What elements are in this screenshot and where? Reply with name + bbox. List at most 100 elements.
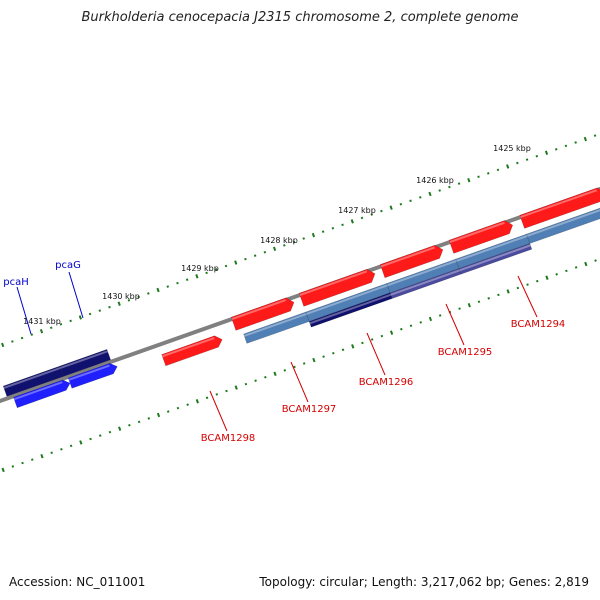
outer-tick-mark [117,301,121,306]
outer-tick-mark [292,240,296,244]
label-leader-lines [16,271,538,432]
outer-tick-mark [311,232,316,238]
inner-tick-mark [565,269,568,273]
outer-tick-mark [516,161,519,165]
cds-bcam1298[interactable] [161,335,223,367]
cds-bcam1294-highlight [449,221,505,243]
inner-tick-mark [400,327,403,331]
inner-tick-mark [361,341,364,345]
gene-pcag-outer[interactable] [59,349,111,377]
inner-tick-mark [516,286,520,290]
feature-band-1293[interactable] [526,205,600,244]
outer-tick-mark [409,199,412,203]
feature-track[interactable] [2,187,600,409]
leader-bcam1297 [290,361,309,403]
feature-band-1296-highlight [306,284,388,315]
gene-pcag-outer-highlight [60,350,108,369]
outer-tick-mark [506,164,510,169]
outer-tick-mark [574,141,577,144]
inner-tick-mark [419,321,423,324]
inner-tick-mark [302,362,306,365]
kbp-label: 1425 kbp [493,144,531,153]
outer-tick-mark [205,271,208,275]
outer-tick-mark [457,182,461,185]
outer-tick-mark [283,244,286,247]
leader-bcam1296 [366,332,386,376]
inner-tick-mark [30,458,34,461]
inner-tick-mark [497,293,500,297]
leader-pcag [68,271,84,319]
outer-tick-mark [467,177,471,183]
inner-tick-mark [195,399,199,404]
inner-tick-mark [11,465,15,468]
label-bcam1294: BCAM1294 [511,319,566,330]
outer-tick-mark [69,319,72,323]
inner-tick-mark [370,338,374,341]
inner-tick-mark [351,344,355,349]
outer-tick-mark [108,305,111,309]
kbp-label: 1430 kbp [102,292,140,301]
cds-bcam1295[interactable] [379,244,444,279]
cds-bcam1293[interactable] [519,187,600,229]
inner-tick-mark [254,379,257,382]
cds-bcam1296-highlight [299,270,368,296]
genome-title: Burkholderia cenocepacia J2315 chromosom… [81,10,519,25]
feature-band-1293-highlight [526,209,600,237]
inner-tick-mark [409,324,413,328]
outer-tick-mark [272,246,277,252]
inner-tick-mark [264,375,267,379]
feature-band-1296-inner-highlight [309,293,392,325]
outer-tick-mark [302,237,306,240]
inner-tick-mark [506,289,510,294]
inner-tick-mark [487,297,490,300]
outer-tick-mark [78,315,82,320]
kbp-label: 1428 kbp [260,236,298,245]
cds-bcam1293-highlight [520,189,598,218]
cds-bcam1294[interactable] [448,220,514,254]
feature-band-1294-inner-highlight [459,244,531,272]
position-labels: 1425 kbp 1426 kbp 1427 kbp 1428 kbp 1429 kbp… [23,144,531,326]
gene-pcag[interactable] [67,362,118,389]
gene-pcag-highlight [68,364,110,381]
outer-tick-ring [1,134,597,348]
inner-tick-mark [166,410,170,413]
leader-pcah [16,286,32,335]
genome-summary: Topology: circular; Length: 3,217,062 bp… [259,575,589,589]
outer-tick-mark [535,154,539,158]
outer-tick-mark [331,226,335,230]
outer-tick-mark [593,134,597,137]
gene-pcah-outer-highlight [3,367,61,389]
feature-labels: BCAM1294 BCAM1295 BCAM1296 BCAM1297 BCAM1298… [3,260,565,444]
outer-tick-mark [370,213,373,216]
outer-tick-mark [350,219,354,224]
inner-tick-mark [545,275,549,280]
outer-tick-mark [496,168,500,172]
cds-bcam1298-highlight [162,337,215,358]
inner-tick-mark [380,334,384,338]
inner-tick-mark [60,448,63,451]
label-bcam1296: BCAM1296 [359,377,414,388]
kbp-label: 1426 kbp [416,176,454,185]
inner-tick-mark [234,385,238,390]
gene-pcah-highlight [13,381,63,401]
inner-tick-mark [322,355,325,358]
outer-tick-mark [554,148,558,151]
kbp-label: 1429 kbp [181,264,219,273]
accession-label: Accession: NC_011001 [9,575,146,589]
outer-tick-mark [360,216,364,220]
inner-tick-mark [341,348,345,352]
cds-bcam1296[interactable] [298,268,376,307]
inner-tick-mark [79,440,83,445]
cds-bcam1297[interactable] [230,297,295,331]
outer-tick-mark [448,185,451,189]
inner-tick-mark [108,430,112,434]
outer-tick-mark [59,323,63,326]
inner-tick-mark [50,451,53,455]
inner-tick-mark [205,396,209,400]
outer-tick-mark [156,287,160,293]
label-pcag: pcaG [55,260,81,271]
gene-pcah[interactable] [13,379,71,409]
inner-tick-mark [574,266,578,269]
inner-tick-mark [428,316,433,322]
outer-tick-mark [234,260,238,265]
